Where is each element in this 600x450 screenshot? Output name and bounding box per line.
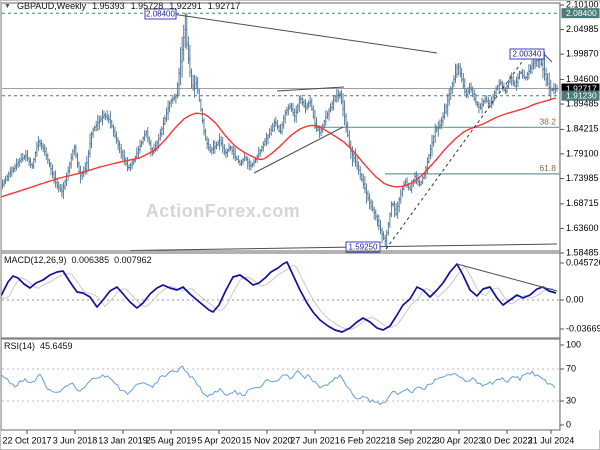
price-axis-badge-label: 1.91230 — [566, 90, 597, 100]
fib-level-label: 38.2 — [539, 117, 556, 127]
macd-axis-label: 0.00 — [566, 294, 584, 304]
rsi-value: 45.6459 — [40, 341, 73, 351]
chevron-down-icon[interactable]: ▼ — [4, 2, 11, 10]
price-callout-label: 2.00340 — [513, 50, 542, 59]
macd-indicator-title: MACD(12,26,9) 0.006385 0.007962 — [4, 255, 152, 265]
price-axis-label: 1.63600 — [566, 223, 599, 233]
price-bar-close-ticks — [2, 29, 559, 242]
date-axis-label: 10 Dec 2023 — [481, 435, 532, 445]
date-axis-label: 27 Jun 2021 — [290, 435, 340, 445]
trendline[interactable] — [253, 126, 344, 174]
price-callout-label: 1.59250 — [349, 243, 378, 252]
macd-name: MACD(12,26,9) — [4, 255, 67, 265]
date-axis-label: 5 Apr 2020 — [197, 435, 241, 445]
price-axis-label: 1.94600 — [566, 74, 599, 84]
date-axis-label: 13 Jan 2019 — [98, 435, 148, 445]
price-callout-box[interactable] — [144, 8, 177, 20]
date-axis-label: 22 Oct 2017 — [2, 435, 51, 445]
price-callout-label: 2.08400 — [146, 10, 175, 19]
price-axis-label: 1.68715 — [566, 198, 599, 208]
price-callout-box[interactable] — [345, 241, 381, 253]
trendline[interactable] — [276, 86, 345, 92]
trendline[interactable] — [129, 243, 558, 251]
ohlc-close: 1.92717 — [207, 1, 241, 11]
date-axis[interactable] — [1, 431, 599, 449]
callout-connector — [543, 53, 553, 63]
price-axis-label: 1.99870 — [566, 49, 599, 59]
moving-average-line — [0, 97, 557, 198]
macd-value-1: 0.006385 — [71, 255, 110, 265]
chart-header: ▼ GBPAUD,Weekly 1.95393 1.95728 1.92291 … — [4, 1, 240, 11]
watermark: ActionForex.com — [145, 201, 301, 221]
symbol-period-label: GBPAUD,Weekly — [16, 1, 87, 11]
price-axis-label: 1.79100 — [566, 148, 599, 158]
price-axis-label: 1.73985 — [566, 173, 599, 183]
price-axis-badge-label: 1.92717 — [566, 83, 597, 93]
price-axis-label: 2.04985 — [566, 24, 599, 34]
macd-value-2: 0.007962 — [114, 255, 152, 265]
price-axis-label: 1.89485 — [566, 98, 599, 108]
ohlc-high: 1.95728 — [130, 1, 164, 11]
price-axis-badge-label: 2.08400 — [566, 8, 597, 18]
rsi-axis-label: 70 — [566, 363, 576, 373]
date-axis-label: 6 Feb 2022 — [340, 435, 386, 445]
date-axis-label: 30 Apr 2023 — [435, 435, 484, 445]
date-axis-label: 3 Jun 2018 — [53, 435, 98, 445]
rsi-axis-label: 100 — [566, 339, 581, 349]
rsi-line — [0, 365, 556, 406]
ohlc-open: 1.95393 — [92, 1, 125, 11]
price-axis-label: 2.10100 — [566, 0, 599, 9]
price-axis-badge — [561, 90, 600, 101]
rsi-pane[interactable] — [1, 339, 560, 430]
macd-line — [0, 261, 557, 333]
price-axis-label: 1.84215 — [566, 124, 599, 134]
macd-axis-label: 0.045726 — [566, 257, 600, 267]
rsi-axis-label: 30 — [566, 395, 576, 405]
fib-level-label: 61.8 — [539, 163, 556, 173]
price-axis-label: 1.58485 — [566, 247, 599, 257]
date-axis-label: 15 Nov 2020 — [241, 435, 292, 445]
date-axis-label: 25 Aug 2019 — [146, 435, 197, 445]
date-axis-label: 18 Sep 2022 — [385, 435, 436, 445]
rsi-name: RSI(14) — [4, 341, 36, 351]
price-axis-badge — [561, 83, 600, 94]
price-axis[interactable] — [560, 3, 600, 430]
rsi-axis-label: 0 — [566, 419, 571, 429]
ohlc-low: 1.92291 — [169, 1, 202, 11]
rsi-indicator-title: RSI(14) 45.6459 — [4, 341, 73, 351]
trendline[interactable] — [171, 13, 438, 54]
date-axis-label: 21 Jul 2024 — [528, 435, 575, 445]
price-axis-badge — [561, 8, 600, 19]
macd-trendline[interactable] — [456, 263, 558, 292]
macd-signal-line — [0, 264, 556, 330]
dashed-trendline[interactable] — [385, 54, 528, 250]
